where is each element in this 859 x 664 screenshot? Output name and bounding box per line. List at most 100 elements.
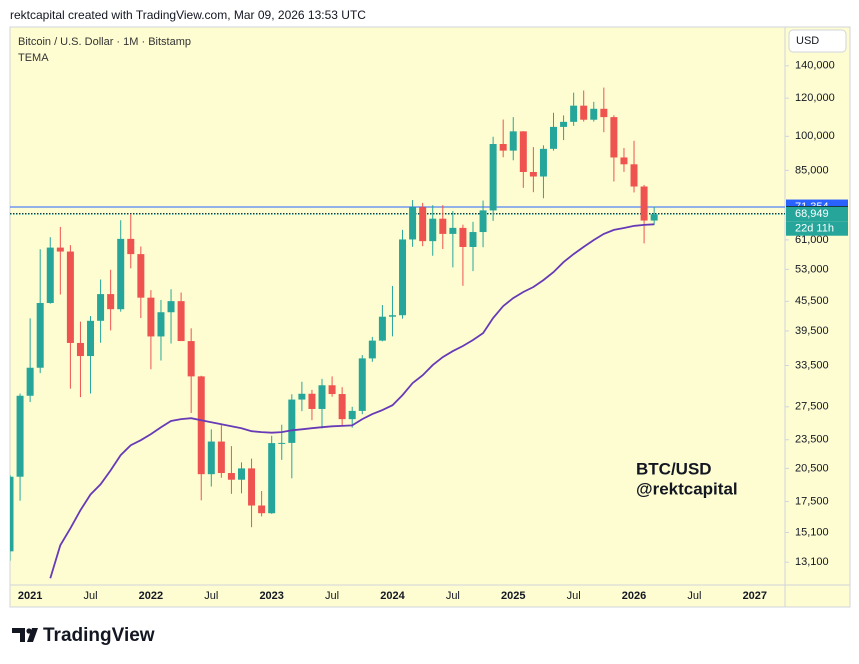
candle-body — [378, 316, 386, 341]
currency-button[interactable] — [788, 29, 847, 53]
candle-body — [76, 342, 84, 357]
x-tick-label: 2027 — [743, 590, 767, 602]
logo-dot — [26, 628, 32, 634]
candle-body — [650, 214, 658, 221]
annotation: @rektcapital — [636, 479, 738, 498]
x-tick-label: 2025 — [501, 590, 525, 602]
candle-body — [10, 476, 14, 552]
candle-body — [509, 131, 517, 151]
x-tick-label: Jul — [325, 590, 339, 602]
tema-line — [49, 223, 655, 579]
candle-body — [318, 385, 326, 409]
y-tick-label: 39,500 — [795, 325, 829, 337]
candle-body — [368, 340, 376, 359]
candle-body — [298, 393, 306, 400]
x-tick-label: 2023 — [259, 590, 283, 602]
candle-body — [358, 358, 366, 411]
x-tick-label: 2021 — [18, 590, 42, 602]
candle-body — [409, 207, 417, 240]
candle-body — [26, 367, 34, 396]
candle-body — [147, 297, 155, 337]
candle-body — [630, 164, 638, 187]
chart-title: Bitcoin / U.S. Dollar · 1M · Bitstamp — [18, 36, 191, 48]
candle-body — [237, 468, 245, 480]
candle-body — [590, 108, 598, 120]
y-tick-label: 20,500 — [795, 462, 829, 474]
candle-body — [227, 473, 235, 480]
header: rektcapital created with TradingView.com… — [10, 8, 366, 22]
countdown-box — [786, 221, 848, 236]
y-tick-label: 85,000 — [795, 164, 829, 176]
y-tick-label: 33,500 — [795, 359, 829, 371]
x-tick-label: 2022 — [139, 590, 163, 602]
candle-body — [529, 171, 537, 177]
y-tick-label: 27,500 — [795, 401, 829, 413]
candle-body — [217, 441, 225, 474]
tradingview-logo: TradingView — [12, 625, 155, 646]
candle-body — [46, 247, 54, 303]
candle-body — [600, 108, 608, 118]
y-tick-label: 17,500 — [795, 495, 829, 507]
candle-body — [66, 251, 74, 343]
candle-body — [348, 410, 356, 420]
candle-body — [288, 399, 296, 443]
candle-body — [429, 218, 437, 242]
candle-body — [399, 239, 407, 316]
candle-body — [197, 376, 205, 475]
candle-body — [419, 207, 427, 242]
x-tick-label: Jul — [687, 590, 701, 602]
candle-body — [338, 394, 346, 420]
candle-body — [107, 294, 115, 310]
candle-body — [570, 105, 578, 122]
x-tick-label: 2024 — [380, 590, 405, 602]
candle-body — [388, 315, 396, 317]
y-tick-label: 120,000 — [795, 92, 835, 104]
candle-body — [439, 218, 447, 234]
candle-body — [499, 144, 507, 151]
currency-label[interactable]: USD — [796, 35, 819, 47]
x-tick-label: Jul — [204, 590, 218, 602]
candle-body — [479, 210, 487, 233]
y-tick-label: 53,000 — [795, 263, 829, 275]
logo-text: TradingView — [43, 625, 155, 646]
y-tick-label: 61,000 — [795, 234, 829, 246]
candle-body — [489, 144, 497, 211]
candle-body — [459, 227, 467, 247]
chart-frame — [9, 26, 851, 608]
candle-body — [449, 227, 457, 234]
price-label: 68,949 — [795, 208, 829, 220]
candle-body — [187, 341, 195, 377]
candle-body — [278, 442, 286, 444]
price-label-box — [786, 206, 848, 222]
candle-body — [117, 238, 125, 310]
candle-body — [137, 254, 145, 298]
candle-body — [308, 393, 316, 409]
candle-body — [469, 232, 477, 247]
y-tick-label: 23,500 — [795, 434, 829, 446]
plot — [10, 87, 785, 579]
countdown: 22d 11h — [795, 223, 834, 235]
logo-icon — [12, 628, 38, 642]
candle-body — [36, 302, 44, 368]
y-tick-label: 13,100 — [795, 556, 829, 568]
indicator-label: TEMA — [18, 52, 49, 64]
x-tick-label: Jul — [567, 590, 581, 602]
candle-body — [268, 443, 276, 514]
candle-body — [519, 131, 527, 172]
candle-body — [610, 117, 618, 158]
y-tick-label: 140,000 — [795, 60, 835, 72]
candle-body — [258, 505, 266, 514]
candle-body — [580, 105, 588, 120]
candle-body — [248, 468, 256, 506]
candle-body — [87, 320, 95, 357]
y-tick-label: 45,500 — [795, 295, 829, 307]
candle-body — [620, 157, 628, 165]
x-tick-label: Jul — [446, 590, 460, 602]
candle-body — [539, 148, 547, 177]
candle-body — [177, 301, 185, 342]
candle-body — [640, 186, 648, 221]
candle-body — [560, 121, 568, 127]
candle-body — [167, 301, 175, 313]
